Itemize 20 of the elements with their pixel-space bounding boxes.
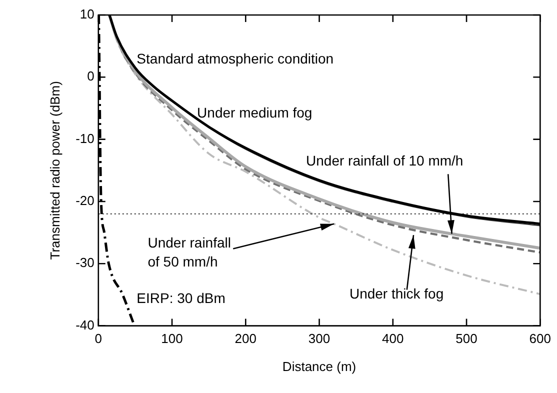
x-tick-label: 500: [456, 331, 478, 346]
text: Under thick fog: [349, 286, 444, 302]
y-tick-label: -30: [76, 255, 94, 270]
x-axis-title: Distance (m): [282, 358, 356, 374]
x-tick-label: 400: [382, 331, 404, 346]
series-label: Under medium fog: [197, 104, 312, 121]
x-tick-label: 200: [234, 331, 256, 346]
x-tick-label: 600: [529, 331, 552, 346]
y-tick-label: 0: [87, 68, 94, 84]
annotation: Under rainfall of 50 mm/h: [148, 234, 231, 270]
y-tick-label: 10: [80, 6, 94, 22]
y-axis-title: Transmitted radio power (dBm): [47, 81, 62, 260]
x-tick-label: 100: [161, 331, 183, 346]
annotation: Under rainfall of 10 mm/h: [306, 152, 464, 169]
x-tick-label: 300: [308, 331, 330, 346]
series-label: Standard atmospheric condition: [136, 50, 334, 67]
y-tick-label: -10: [76, 130, 94, 146]
series-label: EIRP: 30 dBm: [136, 290, 226, 306]
y-tick-label: -20: [76, 193, 94, 208]
y-tick-label: -40: [76, 317, 94, 332]
